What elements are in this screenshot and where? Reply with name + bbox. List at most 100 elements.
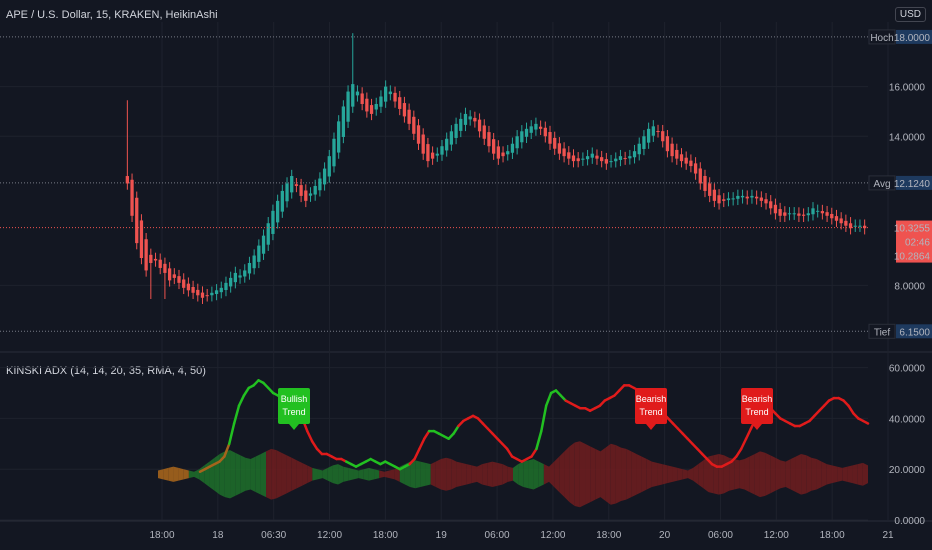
candle-body — [736, 195, 740, 199]
candle-body — [275, 200, 280, 223]
candle-body — [318, 178, 322, 191]
candle-body — [787, 213, 792, 215]
level-value-bg — [896, 29, 932, 44]
band-segment — [549, 461, 555, 487]
candle-body — [360, 93, 364, 104]
band-segment — [461, 462, 467, 486]
adx-segment — [739, 437, 748, 451]
band-segment — [415, 460, 421, 489]
level-value-bg — [896, 175, 932, 190]
band-segment — [847, 465, 853, 484]
band-segment — [765, 452, 771, 496]
candle-body — [557, 143, 562, 154]
adx-segment — [847, 404, 855, 415]
candle-body — [177, 276, 181, 283]
band-segment — [682, 469, 688, 480]
level-tag-bg — [868, 29, 896, 45]
band-segment — [173, 466, 179, 482]
trend-tag-pointer — [646, 424, 656, 430]
candle-body — [304, 190, 308, 201]
candle-body — [238, 275, 242, 278]
candle-body — [844, 220, 848, 226]
adx-segment — [237, 394, 246, 407]
band-segment — [199, 465, 205, 484]
band-segment — [816, 459, 822, 490]
level-value-bg — [896, 324, 932, 339]
band-segment — [723, 455, 730, 494]
candle-body — [374, 103, 378, 110]
candle-body — [210, 292, 214, 296]
candle-body — [581, 158, 585, 160]
band-segment — [662, 464, 668, 485]
trend-tag-label: Bearish — [742, 394, 773, 404]
candle-body — [191, 286, 195, 293]
band-segment — [533, 459, 539, 490]
band-segment — [703, 456, 709, 493]
band-segment — [178, 467, 184, 481]
level-tag-avg: Avg — [873, 179, 890, 190]
candle-body — [515, 136, 519, 149]
band-segment — [338, 464, 344, 485]
candle-body — [261, 235, 266, 254]
band-segment — [348, 467, 354, 481]
candle-body — [144, 239, 148, 271]
candle-body — [656, 131, 660, 133]
band-segment — [626, 448, 632, 500]
candle-body — [355, 91, 360, 96]
candle-body — [482, 125, 486, 139]
currency-selector[interactable]: USD — [894, 7, 926, 22]
band-segment — [831, 465, 838, 484]
x-tick-label: 18:00 — [820, 530, 845, 541]
level-value-hoch: 18.0000 — [894, 33, 931, 44]
band-segment — [420, 461, 426, 487]
band-segment — [224, 450, 231, 499]
candle-body — [534, 123, 538, 130]
candle-body — [445, 138, 449, 151]
candle-body — [379, 96, 383, 107]
band-segment — [466, 464, 472, 485]
band-segment — [621, 447, 627, 501]
candle-body — [651, 126, 655, 136]
band-segment — [471, 465, 477, 484]
band-segment — [806, 455, 812, 494]
candle-body — [459, 118, 463, 131]
candle-body — [778, 209, 782, 216]
band-segment — [188, 470, 195, 479]
band-segment — [574, 441, 580, 508]
band-segment — [795, 453, 802, 495]
candle-body — [769, 201, 773, 209]
candle-body — [797, 213, 801, 216]
candle-body — [426, 144, 430, 162]
band-segment — [698, 460, 704, 489]
candle-body — [548, 132, 552, 144]
band-segment — [744, 456, 750, 493]
band-segment — [389, 469, 395, 480]
candle-body — [412, 116, 416, 134]
band-segment — [476, 464, 483, 485]
price-tick-label: 16.0000 — [889, 83, 926, 94]
candle-body — [646, 128, 651, 143]
trend-tag-bear — [635, 388, 667, 424]
candle-body — [205, 295, 209, 297]
candle-body — [229, 277, 233, 287]
adx-segment — [744, 427, 753, 440]
band-segment — [667, 465, 673, 484]
band-segment — [554, 456, 560, 493]
adx-segment — [228, 422, 236, 446]
ind-tick-label: 0.0000 — [894, 516, 925, 527]
band-segment — [374, 469, 380, 480]
band-segment — [734, 459, 740, 490]
band-segment — [672, 466, 678, 482]
candle-body — [792, 213, 796, 215]
trend-tag-label: Bearish — [636, 394, 667, 404]
band-segment — [440, 457, 447, 491]
band-segment — [507, 466, 513, 482]
band-segment — [343, 466, 349, 482]
candle-body — [698, 168, 702, 184]
adx-segment — [242, 386, 251, 397]
trend-tag-label: Trend — [282, 407, 305, 417]
candle-body — [243, 270, 247, 277]
adx-segment — [223, 442, 231, 458]
trend-tag-bull — [278, 388, 310, 424]
